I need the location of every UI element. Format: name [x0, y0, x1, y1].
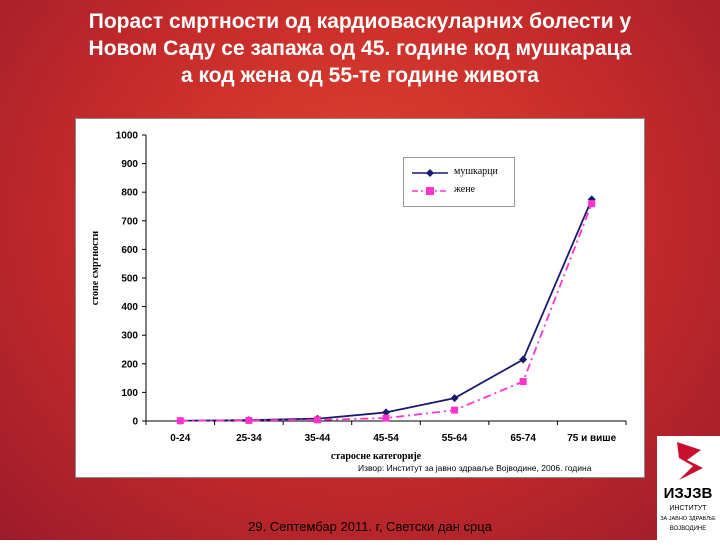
y-tick-label: 0 — [132, 417, 138, 428]
title-line-2: Новом Саду се запажа од 45. године код м… — [88, 37, 632, 60]
x-axis-title: старосне категорије — [331, 451, 422, 462]
logo-text: ИЗЈЗВ — [664, 485, 713, 502]
data-point-women — [588, 200, 596, 208]
series-line-men — [180, 198, 593, 422]
y-tick-label: 200 — [121, 359, 138, 370]
data-point-men — [450, 394, 459, 403]
x-tick-label: 0-24 — [170, 433, 190, 444]
y-tick-label: 300 — [121, 331, 138, 342]
y-tick-label: 800 — [121, 188, 138, 199]
x-tick-label: 25-34 — [236, 433, 262, 444]
data-point-women — [382, 414, 390, 422]
source-note: Извор: Институт за јавно здравље Војводи… — [358, 463, 592, 473]
data-point-men — [587, 195, 596, 204]
x-tick-label: 75 и више — [567, 433, 616, 444]
data-point-women — [245, 416, 253, 424]
series-line-women — [180, 203, 593, 422]
y-tick-label: 700 — [121, 216, 138, 227]
x-tick-label: 45-54 — [373, 433, 399, 444]
y-tick-label: 500 — [121, 274, 138, 285]
logo-subtext-2: ЗА ЈАВНО ЗДРАВЉЕ — [660, 516, 716, 522]
line-chart: 0 100 200 300 400 500 600 700 800 900 1000 0-24 25-3… — [75, 118, 645, 478]
slide-title: Пораст смртности од кардиоваскуларних бо… — [10, 8, 710, 89]
legend-label-women: жене — [454, 184, 476, 195]
legend-label-men: мушкарци — [454, 166, 498, 177]
chart-svg: 0 100 200 300 400 500 600 700 800 900 1000 0-24 25-3… — [90, 131, 627, 462]
data-point-women — [313, 416, 321, 424]
data-point-men — [519, 355, 528, 364]
logo-subtext-3: ВОЈВОДИНЕ — [670, 526, 707, 532]
y-tick-label: 100 — [121, 388, 138, 399]
data-point-women — [451, 406, 459, 414]
title-line-3: а код жена од 55-те године живота — [181, 64, 539, 87]
x-tick-label: 35-44 — [305, 433, 331, 444]
y-tick-label: 600 — [121, 245, 138, 256]
logo-graphic: ИЗЈЗВ ИНСТИТУТ ЗА ЈАВНО ЗДРАВЉЕ ВОЈВОДИН… — [660, 442, 716, 532]
y-tick-label: 1000 — [116, 131, 139, 142]
data-point-women — [519, 378, 527, 386]
data-point-men — [382, 408, 390, 417]
institute-logo: ИЗЈЗВ ИНСТИТУТ ЗА ЈАВНО ЗДРАВЉЕ ВОЈВОДИН… — [657, 436, 720, 540]
legend-item-men: мушкарци — [410, 166, 510, 182]
title-line-1: Пораст смртности од кардиоваскуларних бо… — [88, 10, 632, 33]
footer-date: 29. Септембар 2011. г, Светски дан срца — [248, 519, 492, 534]
logo-subtext-1: ИНСТИТУТ — [669, 505, 707, 512]
x-tick-label: 65-74 — [510, 433, 536, 444]
y-tick-label: 900 — [121, 159, 138, 170]
y-tick-label: 400 — [121, 302, 138, 313]
y-axis-title: стопе смртности — [90, 231, 101, 306]
legend-item-women: жене — [410, 184, 510, 200]
data-point-women — [176, 417, 184, 425]
chart-legend: мушкарци жене — [403, 157, 515, 207]
x-tick-label: 55-64 — [442, 433, 468, 444]
